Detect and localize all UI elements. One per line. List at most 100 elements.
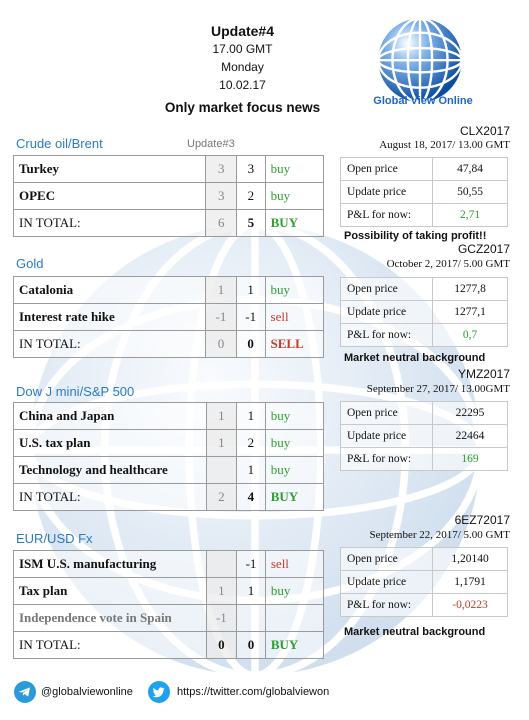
table-row: P&L for now: 0,7 <box>340 323 508 347</box>
contract-ticker: YMZ2017 <box>457 367 510 381</box>
current-score: 1 <box>236 402 266 430</box>
table-row: Update price 1,1791 <box>340 570 508 594</box>
table-row: OPEC 3 2 buy <box>12 182 325 210</box>
section-subtitle-update: Update#3 <box>187 138 235 150</box>
telegram-icon[interactable] <box>14 681 36 703</box>
pl-label: P&L for now: <box>340 203 433 227</box>
open-price-value: 22295 <box>432 401 508 425</box>
contract-date: September 27, 2017/ 13.00GMT <box>366 383 510 395</box>
current-score: 1 <box>235 276 266 304</box>
table-row-total: IN TOTAL: 0 0 SELL <box>12 330 325 358</box>
factor-name: OPEC <box>12 182 207 210</box>
signal: buy <box>264 182 325 210</box>
table-row: Interest rate hike -1 -1 sell <box>12 303 325 331</box>
section-title-gold: Gold <box>16 256 44 271</box>
positions-table-crude-oil: Turkey 3 3 buy OPEC 3 2 buy IN TOTAL: 6 … <box>12 155 325 237</box>
contract-ticker: 6EZ72017 <box>454 513 510 527</box>
table-row: Independence vote in Spain -1 <box>13 604 325 632</box>
current-score: 2 <box>236 182 266 210</box>
factor-name: Tax plan <box>13 577 207 605</box>
update-price-label: Update price <box>340 300 433 324</box>
signal: BUY <box>264 631 325 659</box>
positions-table-gold: Catalonia 1 1 buy Interest rate hike -1 … <box>12 276 325 358</box>
positions-table-dow-sp500: China and Japan 1 1 buy U.S. tax plan 1 … <box>13 402 325 511</box>
pl-label: P&L for now: <box>340 593 433 617</box>
table-row: Update price 22464 <box>340 424 508 448</box>
prev-score: -1 <box>205 303 237 331</box>
prev-score: 6 <box>205 209 238 237</box>
prev-score <box>205 550 238 578</box>
twitter-url[interactable]: https://twitter.com/globalviewon <box>177 686 330 698</box>
table-row: Open price 1277,8 <box>340 277 508 301</box>
current-score <box>236 604 266 632</box>
section-title-eurusd: EUR/USD Fx <box>16 531 93 546</box>
open-price-label: Open price <box>340 157 433 181</box>
prev-score: 1 <box>205 276 237 304</box>
table-row: China and Japan 1 1 buy <box>13 402 325 430</box>
current-score: 5 <box>236 209 266 237</box>
total-label: IN TOTAL: <box>13 631 207 659</box>
pl-value: 0,7 <box>432 323 508 347</box>
table-row: Open price 47,84 <box>340 157 508 181</box>
signal: BUY <box>264 483 325 511</box>
contract-table-ymz2017: Open price 22295 Update price 22464 P&L … <box>340 401 508 471</box>
current-score: -1 <box>235 303 266 331</box>
table-row: Catalonia 1 1 buy <box>12 276 325 304</box>
table-row: Update price 1277,1 <box>340 300 508 324</box>
telegram-handle[interactable]: @globalviewonline <box>41 686 133 698</box>
signal: sell <box>264 303 325 331</box>
globe-logo-icon <box>376 17 464 104</box>
section-title-crude-oil: Crude oil/Brent <box>16 136 103 151</box>
contract-date: August 18, 2017/ 13.00 GMT <box>379 139 510 151</box>
open-price-label: Open price <box>340 547 433 571</box>
update-price-label: Update price <box>340 180 433 204</box>
prev-score: -1 <box>205 604 238 632</box>
pl-label: P&L for now: <box>340 323 433 347</box>
prev-score <box>205 456 238 484</box>
report-header: Update#4 17.00 GMT Monday 10.02.17 <box>150 22 335 94</box>
contract-note: Market neutral background <box>344 352 486 364</box>
twitter-icon[interactable] <box>148 681 170 703</box>
prev-score: 0 <box>205 631 238 659</box>
table-row: Open price 1,20140 <box>340 547 508 571</box>
contract-date: September 22, 2017/ 5.00 GMT <box>369 529 510 541</box>
table-row: Turkey 3 3 buy <box>12 155 325 183</box>
table-row: P&L for now: 169 <box>340 447 508 471</box>
update-price-value: 22464 <box>432 424 508 448</box>
open-price-value: 1,20140 <box>432 547 508 571</box>
table-row: Update price 50,55 <box>340 180 508 204</box>
current-score: 2 <box>236 429 266 457</box>
pl-value: 2,71 <box>432 203 508 227</box>
contract-ticker: GCZ2017 <box>457 242 510 256</box>
prev-score: 1 <box>205 429 238 457</box>
open-price-value: 47,84 <box>432 157 508 181</box>
pl-label: P&L for now: <box>340 447 433 471</box>
pl-value: -0,0223 <box>432 593 508 617</box>
table-row: Tax plan 1 1 buy <box>13 577 325 605</box>
prev-score: 3 <box>205 182 238 210</box>
factor-name: ISM U.S. manufacturing <box>13 550 207 578</box>
prev-score: 0 <box>205 330 237 358</box>
update-price-label: Update price <box>340 570 433 594</box>
open-price-label: Open price <box>340 277 433 301</box>
table-row: P&L for now: 2,71 <box>340 203 508 227</box>
factor-name: Independence vote in Spain <box>13 604 207 632</box>
current-score: 0 <box>236 631 266 659</box>
current-score: -1 <box>236 550 266 578</box>
prev-score: 2 <box>205 483 238 511</box>
signal: BUY <box>264 209 325 237</box>
signal: SELL <box>264 330 325 358</box>
table-row: ISM U.S. manufacturing -1 sell <box>13 550 325 578</box>
factor-name: Turkey <box>12 155 207 183</box>
current-score: 1 <box>236 577 266 605</box>
prev-score: 1 <box>205 402 238 430</box>
table-row-total: IN TOTAL: 2 4 BUY <box>13 483 325 511</box>
total-label: IN TOTAL: <box>13 483 207 511</box>
update-price-value: 1,1791 <box>432 570 508 594</box>
signal: sell <box>264 550 325 578</box>
pl-value: 169 <box>432 447 508 471</box>
current-score: 3 <box>236 155 266 183</box>
section-title-dow-sp500: Dow J mini/S&P 500 <box>16 384 135 399</box>
table-row: P&L for now: -0,0223 <box>340 593 508 617</box>
contract-table-clx2017: Open price 47,84 Update price 50,55 P&L … <box>340 157 508 227</box>
